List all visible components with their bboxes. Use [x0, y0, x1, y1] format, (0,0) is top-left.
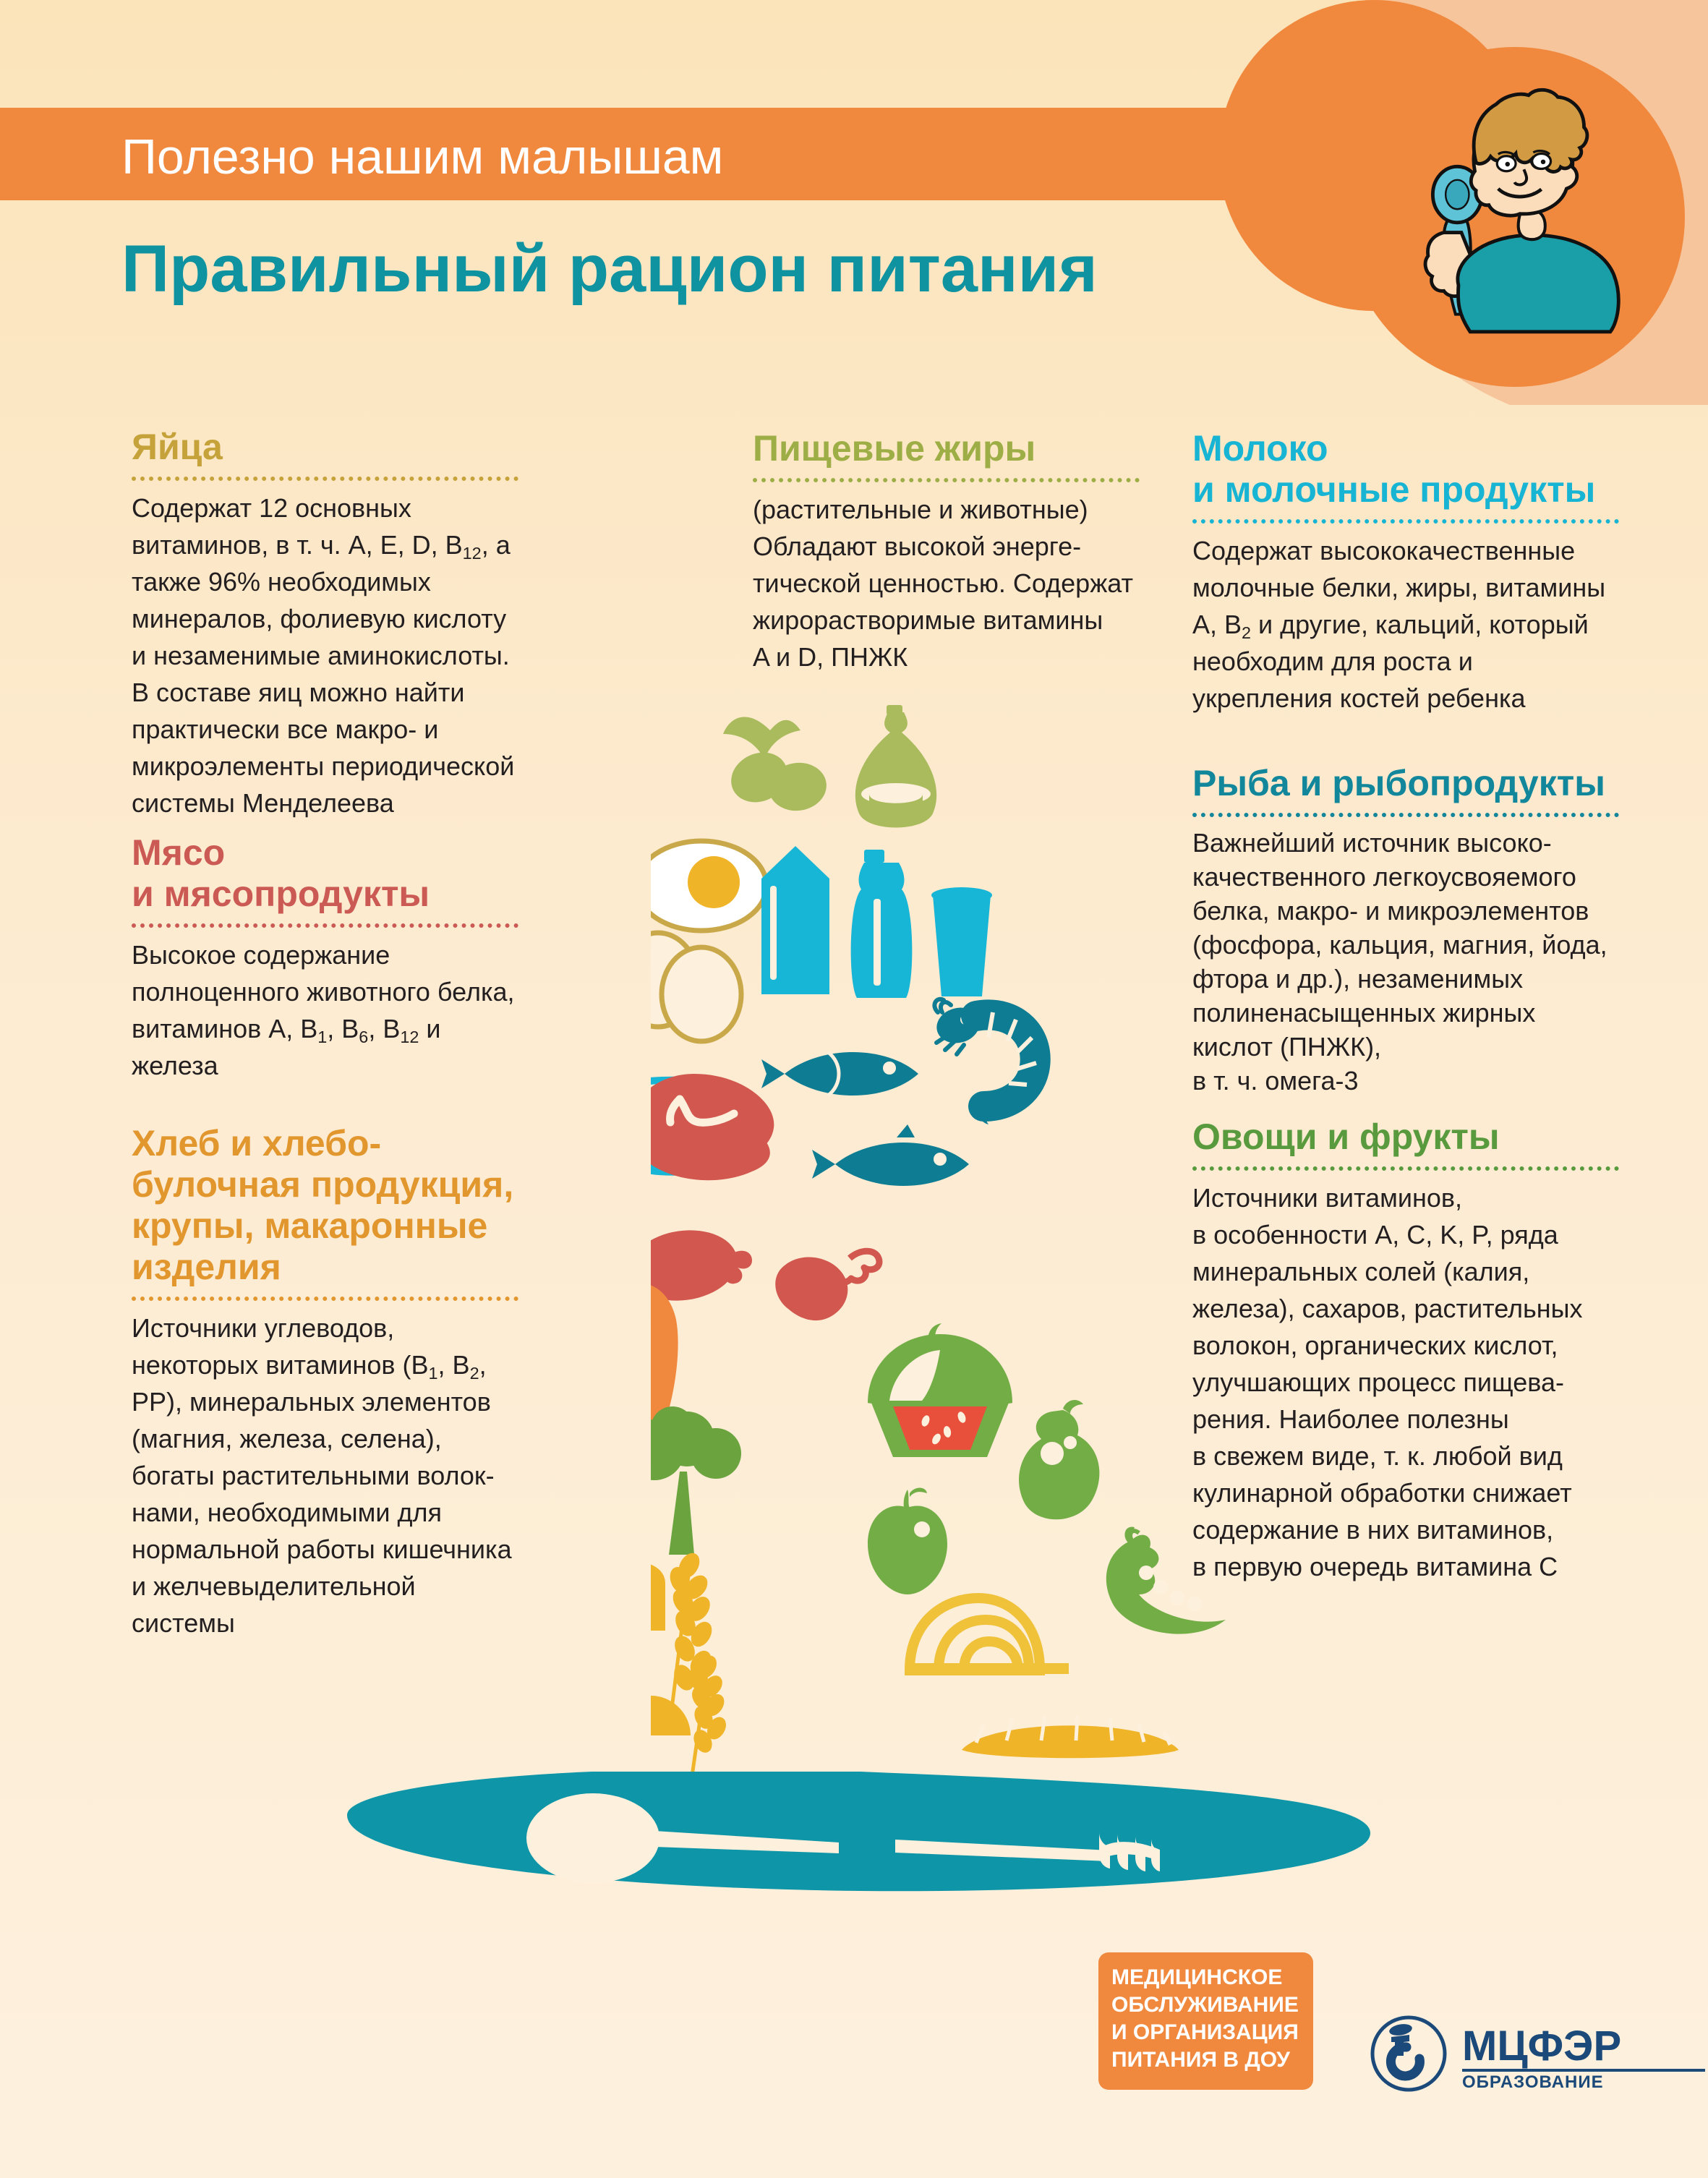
svg-text:ОБРАЗОВАНИЕ: ОБРАЗОВАНИЕ: [1462, 2072, 1604, 2092]
svg-text:Полезно нашим малышам: Полезно нашим малышам: [121, 129, 723, 184]
svg-text:МЦФЭР: МЦФЭР: [1462, 2023, 1621, 2070]
